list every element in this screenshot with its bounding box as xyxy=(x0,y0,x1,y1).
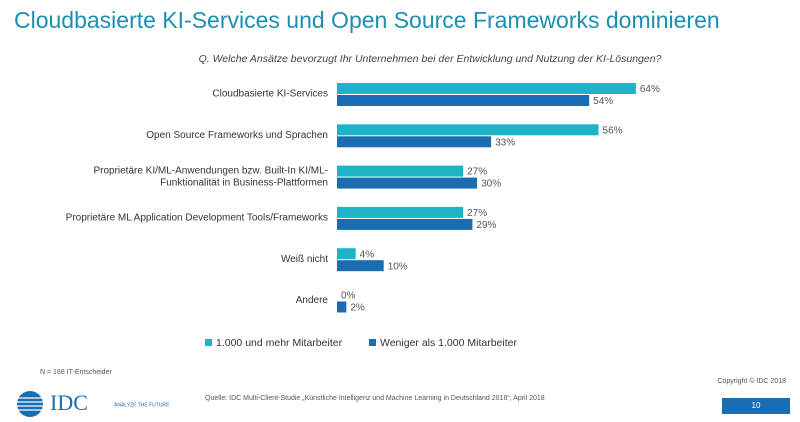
category-label: Proprietäre KI/ML-Anwendungen bzw. Built… xyxy=(93,165,328,188)
bar xyxy=(337,218,473,230)
category-label: Open Source Frameworks und Sprachen xyxy=(146,130,328,141)
bar xyxy=(337,124,599,136)
category-label: Andere xyxy=(296,295,329,306)
source-note: Quelle: IDC Multi-Client-Studie „Künstli… xyxy=(205,395,545,402)
page-box xyxy=(722,398,790,414)
category-label: Weiß nicht xyxy=(281,254,328,265)
bar xyxy=(337,136,492,148)
bar xyxy=(337,301,347,313)
category-label: Cloudbasierte KI-Services xyxy=(212,89,328,100)
logo-tagline: ANALYZE THE FUTURE xyxy=(114,402,170,408)
logo-text: IDC xyxy=(50,390,88,415)
legend-label: Weniger als 1.000 Mitarbeiter xyxy=(380,337,517,349)
value-label: 4% xyxy=(360,249,375,260)
legend-swatch xyxy=(205,339,212,346)
value-label: 0% xyxy=(341,291,356,302)
copyright: Copyright © IDC 2018 xyxy=(717,377,786,385)
value-label: 33% xyxy=(495,137,515,148)
value-label: 2% xyxy=(350,303,365,314)
value-label: 27% xyxy=(467,208,487,219)
bar xyxy=(337,206,464,218)
value-label: 64% xyxy=(640,84,660,95)
chart-subtitle: Q. Welche Ansätze bevorzugt Ihr Unterneh… xyxy=(199,53,662,65)
page-number: 10 xyxy=(752,401,761,410)
legend-label: 1.000 und mehr Mitarbeiter xyxy=(216,337,343,349)
value-label: 10% xyxy=(388,261,408,272)
value-label: 29% xyxy=(476,220,496,231)
bar xyxy=(337,260,384,272)
value-label: 54% xyxy=(593,96,613,107)
bar xyxy=(337,248,356,260)
bar xyxy=(337,83,636,94)
sample-note: N = 188 IT-Entscheider xyxy=(40,369,112,376)
bar xyxy=(337,165,464,177)
value-label: 56% xyxy=(603,125,623,136)
logo: IDC ANALYZE THE FUTURE xyxy=(17,390,170,417)
value-label: 30% xyxy=(481,179,501,190)
value-label: 27% xyxy=(467,167,487,178)
bar xyxy=(337,95,590,106)
category-label: Proprietäre ML Application Development T… xyxy=(66,213,328,224)
bar xyxy=(337,177,478,189)
chart-title: Cloudbasierte KI-Services und Open Sourc… xyxy=(14,7,720,33)
legend-swatch xyxy=(369,339,376,346)
